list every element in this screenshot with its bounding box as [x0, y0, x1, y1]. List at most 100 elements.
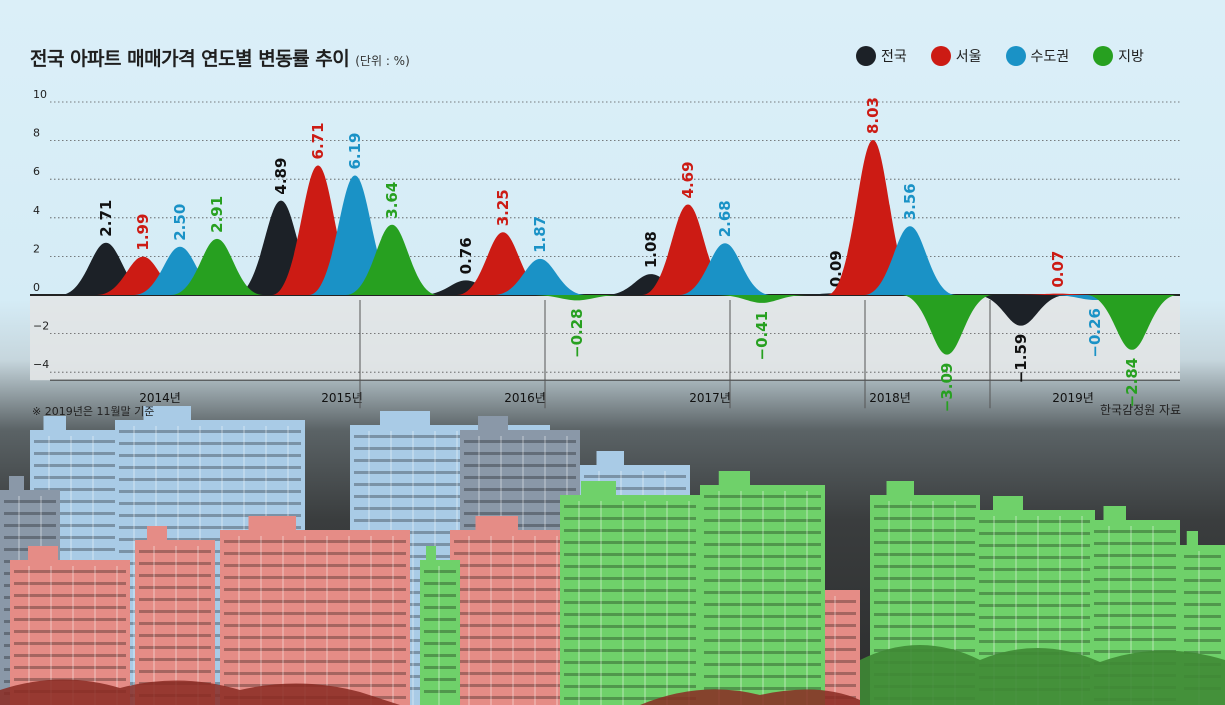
legend-swatch-icon — [1005, 46, 1026, 66]
building-window-row — [4, 536, 56, 539]
building-window-row — [564, 673, 696, 676]
building-column — [72, 566, 74, 705]
building-column — [888, 501, 890, 705]
building-column — [28, 566, 30, 705]
building-window-row — [424, 690, 456, 693]
building-column — [740, 491, 742, 705]
building-window-row — [979, 640, 1091, 643]
data-label: −0.26 — [1086, 308, 1104, 358]
data-label: 0.07 — [1049, 251, 1067, 288]
building-column — [197, 546, 199, 705]
building-window-row — [14, 570, 126, 573]
y-tick-label: 2 — [33, 242, 40, 255]
building-window-row — [224, 564, 406, 567]
building-window-row — [704, 663, 821, 666]
y-tick-label: 0 — [33, 281, 40, 294]
building-window-row — [1094, 602, 1176, 605]
building-window-row — [14, 582, 126, 585]
building-window-row — [224, 624, 406, 627]
building-window-row — [874, 541, 976, 544]
data-label: 3.56 — [901, 183, 919, 220]
building-window-row — [119, 430, 301, 433]
building-window-row — [1184, 651, 1221, 654]
building-window-row — [224, 540, 406, 543]
building-roof — [426, 546, 436, 562]
data-label: 2.71 — [97, 200, 115, 237]
building-column — [932, 501, 934, 705]
building-column — [784, 491, 786, 705]
chart-title: 전국 아파트 매매가격 연도별 변동률 추이 (단위 : %) — [30, 44, 410, 71]
building-window-row — [704, 651, 821, 654]
building-window-row — [354, 447, 546, 450]
building-window-row — [119, 478, 301, 481]
building-body — [220, 530, 410, 705]
building-column — [133, 426, 135, 705]
building-window-row — [34, 524, 116, 527]
building-window-row — [704, 531, 821, 534]
building-window-row — [874, 577, 976, 580]
building-window-row — [139, 610, 211, 613]
building-window-row — [139, 586, 211, 589]
building-window-row — [119, 442, 301, 445]
building-window-row — [354, 483, 546, 486]
building-window-row — [119, 514, 301, 517]
building-column — [1081, 516, 1083, 705]
building-column — [94, 566, 96, 705]
peak-mark — [901, 295, 993, 355]
building-window-row — [874, 553, 976, 556]
building-roof — [993, 496, 1023, 512]
building-red — [10, 546, 130, 705]
building-column — [1108, 526, 1110, 705]
building-window-row — [1094, 542, 1176, 545]
building-window-row — [139, 574, 211, 577]
data-label: 1.99 — [134, 214, 152, 251]
building-window-row — [354, 435, 546, 438]
building-window-row — [464, 476, 576, 479]
building-window-row — [564, 601, 696, 604]
building-red — [135, 526, 215, 705]
building-window-row — [354, 459, 546, 462]
legend: 전국 서울 수도권 지방 — [856, 46, 1144, 66]
building-column — [666, 501, 668, 705]
building-window-row — [4, 512, 56, 515]
y-tick-label: 6 — [33, 165, 40, 178]
building-window-row — [119, 538, 301, 541]
building-window-row — [564, 649, 696, 652]
building-window-row — [454, 672, 616, 675]
building-window-row — [454, 684, 616, 687]
building-roof — [478, 416, 508, 432]
x-tick-label: 2016년 — [504, 391, 546, 405]
building-window-row — [979, 592, 1091, 595]
y-tick-label: −2 — [33, 320, 49, 333]
building-column — [238, 536, 240, 705]
building-red — [220, 516, 410, 705]
data-label: 0.76 — [457, 237, 475, 274]
building-roof — [581, 481, 616, 497]
building-window-row — [979, 616, 1091, 619]
building-window-row — [979, 520, 1091, 523]
building-window-row — [464, 500, 576, 503]
building-window-row — [704, 495, 821, 498]
data-label: −0.41 — [753, 311, 771, 361]
source-credit: 한국감정원 자료 — [1100, 403, 1182, 417]
building-window-row — [454, 600, 616, 603]
building-window-row — [139, 634, 211, 637]
y-tick-label: 8 — [33, 127, 40, 140]
building-window-row — [564, 589, 696, 592]
building-window-row — [564, 553, 696, 556]
building-window-row — [979, 628, 1091, 631]
building-column — [512, 536, 514, 705]
building-window-row — [564, 685, 696, 688]
data-label: 4.89 — [272, 158, 290, 195]
building-window-row — [564, 697, 696, 700]
building-window-row — [424, 666, 456, 669]
data-label: 2.91 — [208, 196, 226, 233]
building-column — [556, 536, 558, 705]
building-window-row — [14, 594, 126, 597]
building-window-row — [224, 672, 406, 675]
building-window-row — [464, 488, 576, 491]
building-column — [644, 501, 646, 705]
data-label: −2.84 — [1123, 358, 1141, 408]
building-window-row — [34, 452, 116, 455]
